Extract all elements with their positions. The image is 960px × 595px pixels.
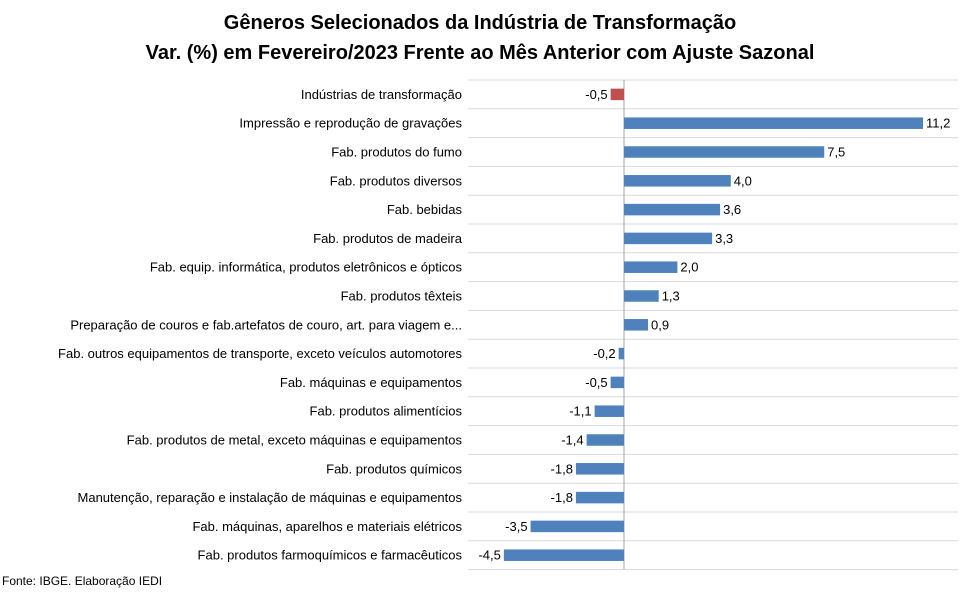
bar [503,549,624,561]
data-label: -0,5 [585,375,607,390]
category-label: Fab. máquinas e equipamentos [280,375,463,390]
data-label: 0,9 [651,317,669,332]
category-label: Preparação de couros e fab.artefatos de … [70,317,462,332]
bar [575,463,624,475]
category-label: Impressão e reprodução de gravações [239,116,462,131]
bar [594,405,624,417]
bar [610,376,624,389]
bar [624,261,678,273]
bar [624,319,649,331]
data-label: 4,0 [734,173,752,188]
data-label: -1,1 [569,404,591,419]
data-label: -1,8 [551,490,573,505]
bar [575,491,624,504]
data-label: 3,6 [723,202,741,217]
data-label: 11,2 [926,116,950,131]
bar [586,434,624,446]
category-label: Fab. bebidas [387,202,463,217]
source-note: Fonte: IBGE. Elaboração IEDI [2,574,163,588]
category-label: Fab. produtos químicos [326,461,462,476]
bar [610,88,624,101]
bar [624,146,825,158]
bar [624,203,721,216]
data-label: -3,5 [505,519,527,534]
bar [624,232,713,245]
bar [618,347,624,360]
bar [530,520,624,533]
data-label: -4,5 [478,548,500,563]
category-label: Fab. outros equipamentos de transporte, … [58,346,462,361]
data-label: 7,5 [827,145,845,160]
data-label: -1,4 [561,433,583,448]
bar [624,175,731,187]
bar-chart: Indústrias de transformação -0,5 Impressão… [58,79,958,571]
category-label: Fab. produtos têxteis [341,289,463,304]
data-label: -1,8 [551,461,573,476]
data-label: -0,5 [585,87,607,102]
data-label: -0,2 [593,346,615,361]
category-label: Fab. produtos do fumo [331,145,462,160]
data-label: 1,3 [662,289,680,304]
bar [624,290,659,302]
category-label: Fab. produtos alimentícios [310,404,463,419]
category-label: Fab. produtos farmoquímicos e farmacêuti… [198,548,463,563]
category-label: Fab. produtos de metal, exceto máquinas … [127,433,463,448]
data-label: 2,0 [680,260,698,275]
category-label: Fab. produtos diversos [330,173,463,188]
category-label: Manutenção, reparação e instalação de má… [78,490,463,505]
category-label: Indústrias de transformação [301,87,462,102]
chart-subtitle: Var. (%) em Fevereiro/2023 Frente ao Mês… [145,42,815,64]
bar [624,117,923,129]
data-label: 3,3 [715,231,733,246]
category-label: Fab. máquinas, aparelhos e materiais elé… [192,519,462,534]
category-label: Fab. equip. informática, produtos eletrô… [150,260,463,275]
chart-title: Gêneros Selecionados da Indústria de Tra… [223,12,737,34]
category-label: Fab. produtos de madeira [313,231,463,246]
chart-title-block: Gêneros Selecionados da Indústria de Tra… [0,8,960,68]
